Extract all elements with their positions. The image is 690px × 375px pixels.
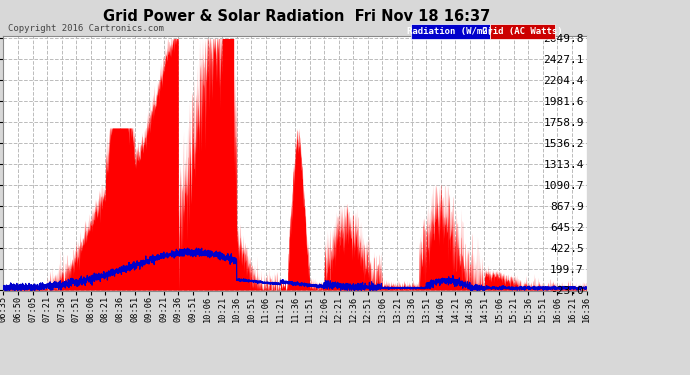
Text: Grid Power & Solar Radiation  Fri Nov 18 16:37: Grid Power & Solar Radiation Fri Nov 18 …: [103, 9, 491, 24]
Text: Radiation (W/m2): Radiation (W/m2): [407, 27, 493, 36]
Text: Copyright 2016 Cartronics.com: Copyright 2016 Cartronics.com: [8, 24, 164, 33]
Text: Grid (AC Watts): Grid (AC Watts): [482, 27, 563, 36]
